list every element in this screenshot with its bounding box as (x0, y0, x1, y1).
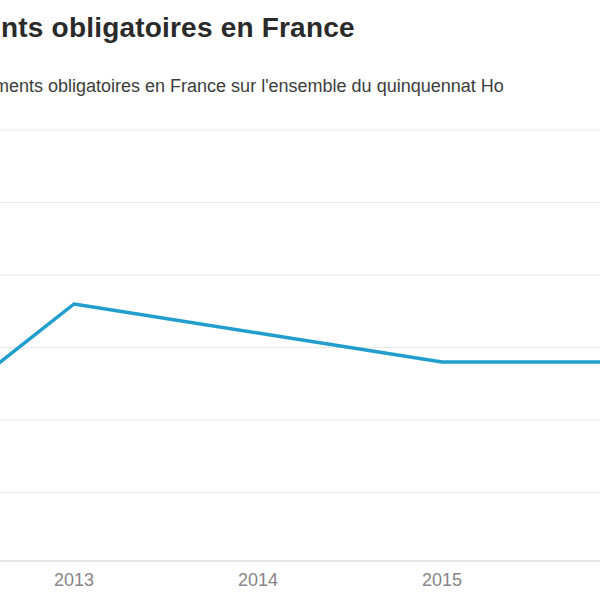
data-line (0, 304, 600, 449)
chart-subtitle: ments obligatoires en France sur l'ensem… (0, 76, 504, 97)
x-axis-label: 2013 (54, 570, 94, 590)
chart-title: nts obligatoires en France (1, 12, 355, 44)
x-axis-label: 2014 (238, 570, 278, 590)
chart-card: 201320142015 nts obligatoires en France … (0, 0, 600, 613)
x-axis-label: 2015 (422, 570, 462, 590)
